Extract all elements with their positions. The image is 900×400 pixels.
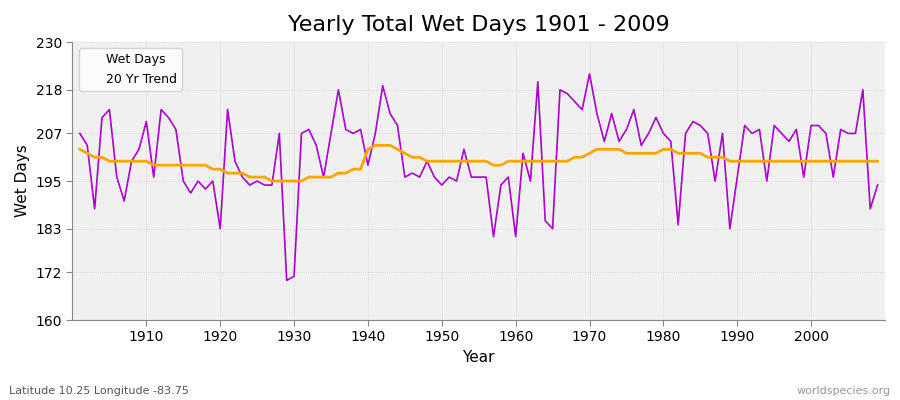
Line: Wet Days: Wet Days: [80, 74, 878, 280]
Wet Days: [518, 151, 528, 156]
20 Yr Trend: [303, 175, 314, 180]
Text: Latitude 10.25 Longitude -83.75: Latitude 10.25 Longitude -83.75: [9, 386, 189, 396]
Y-axis label: Wet Days: Wet Days: [15, 145, 30, 218]
Text: worldspecies.org: worldspecies.org: [796, 386, 891, 396]
Line: 20 Yr Trend: 20 Yr Trend: [80, 145, 878, 181]
20 Yr Trend: [266, 179, 277, 184]
Wet Days: [510, 234, 521, 239]
20 Yr Trend: [75, 147, 86, 152]
Wet Days: [614, 139, 625, 144]
Wet Days: [133, 147, 144, 152]
20 Yr Trend: [525, 159, 535, 164]
Legend: Wet Days, 20 Yr Trend: Wet Days, 20 Yr Trend: [78, 48, 182, 91]
20 Yr Trend: [518, 159, 528, 164]
Wet Days: [872, 183, 883, 188]
Wet Days: [75, 131, 86, 136]
X-axis label: Year: Year: [463, 350, 495, 365]
Wet Days: [303, 127, 314, 132]
Title: Yearly Total Wet Days 1901 - 2009: Yearly Total Wet Days 1901 - 2009: [288, 15, 670, 35]
20 Yr Trend: [872, 159, 883, 164]
20 Yr Trend: [347, 167, 358, 172]
Wet Days: [282, 278, 292, 283]
20 Yr Trend: [133, 159, 144, 164]
Wet Days: [584, 72, 595, 76]
Wet Days: [347, 131, 358, 136]
20 Yr Trend: [370, 143, 381, 148]
20 Yr Trend: [614, 147, 625, 152]
